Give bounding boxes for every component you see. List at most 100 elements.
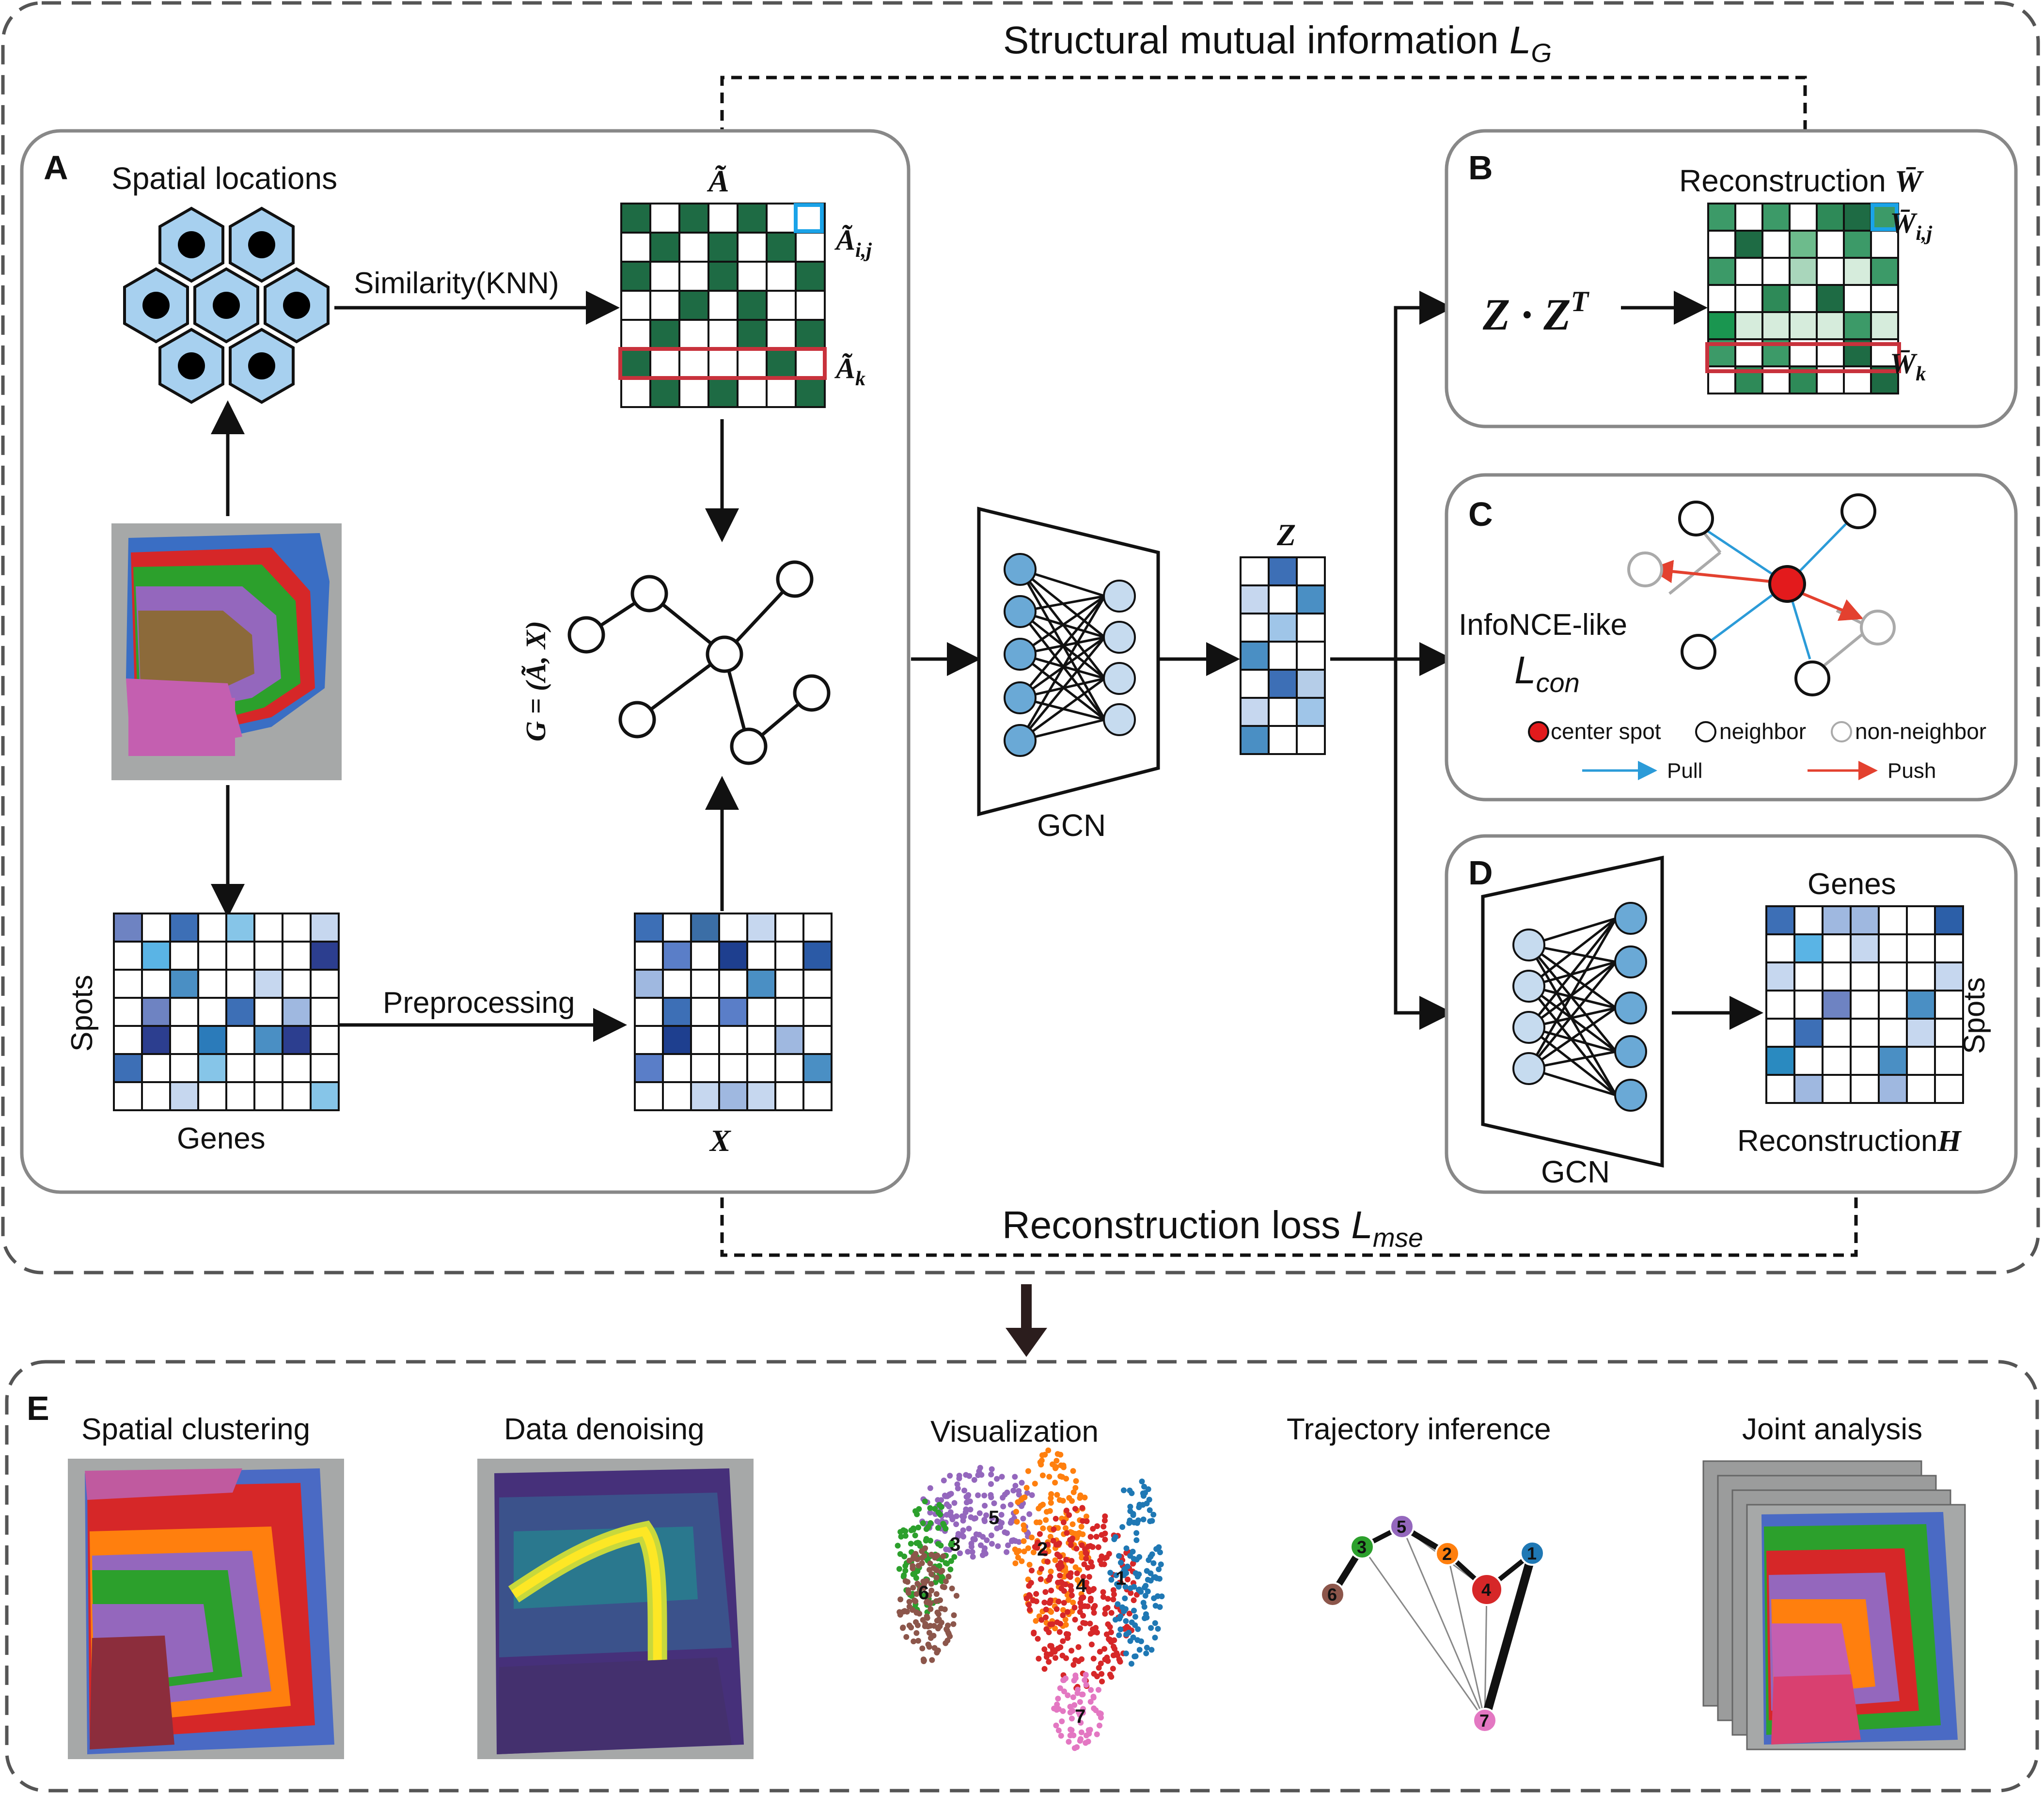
umap-point xyxy=(1049,1621,1055,1627)
umap-point xyxy=(1069,1648,1074,1654)
umap-point xyxy=(1063,1631,1069,1637)
expression-cell xyxy=(113,1053,143,1083)
z-cell xyxy=(1268,613,1298,643)
umap-point xyxy=(1136,1647,1143,1653)
umap-point xyxy=(988,1481,994,1487)
umap-point xyxy=(1101,1524,1107,1530)
z-cell xyxy=(1268,669,1298,699)
umap-point xyxy=(966,1473,973,1479)
umap-point xyxy=(1117,1626,1124,1633)
x-cell xyxy=(690,1081,720,1111)
umap-point xyxy=(911,1638,917,1644)
z-cell xyxy=(1296,669,1326,699)
gcn-node-in xyxy=(1512,1052,1545,1085)
z-cell xyxy=(1268,556,1298,586)
umap-point xyxy=(934,1618,940,1624)
h-cell xyxy=(1878,990,1908,1020)
umap-point xyxy=(1095,1544,1101,1550)
umap-point xyxy=(1092,1603,1098,1609)
umap-point xyxy=(1073,1545,1080,1552)
expression-matrix xyxy=(113,913,340,1111)
adjacency-cell xyxy=(620,348,651,379)
umap-point xyxy=(1096,1665,1102,1671)
x-cell xyxy=(718,1053,748,1083)
umap-point xyxy=(1079,1542,1085,1548)
umap-point xyxy=(1138,1638,1144,1644)
umap-point xyxy=(928,1600,934,1606)
umap-point xyxy=(936,1502,943,1508)
z-cell xyxy=(1296,697,1326,727)
umap-point xyxy=(935,1647,941,1653)
umap-point xyxy=(991,1500,997,1506)
umap-point xyxy=(1113,1572,1119,1578)
w-cell xyxy=(1707,284,1736,313)
h-cell xyxy=(1765,933,1795,963)
umap-point xyxy=(1087,1595,1094,1602)
umap-point xyxy=(1007,1502,1014,1508)
h-cell xyxy=(1850,905,1880,935)
umap-point xyxy=(938,1543,944,1549)
umap-point xyxy=(1132,1614,1138,1620)
umap-point xyxy=(1054,1492,1060,1498)
umap-point xyxy=(1029,1567,1035,1574)
x-cell xyxy=(774,913,804,943)
trajectory-node xyxy=(1320,1582,1345,1607)
umap-point xyxy=(1066,1495,1072,1501)
umap-point xyxy=(949,1585,955,1591)
umap-point xyxy=(1064,1530,1070,1536)
adjacency-cell xyxy=(649,232,680,263)
umap-point xyxy=(1079,1579,1085,1586)
adjacency-cell xyxy=(678,203,709,234)
umap-point xyxy=(1112,1617,1118,1623)
bottom-loss-connector xyxy=(720,1180,1858,1257)
adjacency-cell xyxy=(737,319,768,350)
hex-spot-center xyxy=(213,292,240,319)
umap-point xyxy=(1154,1593,1161,1599)
umap-point xyxy=(948,1491,954,1497)
umap-point xyxy=(1126,1610,1132,1617)
umap-point xyxy=(1141,1483,1147,1490)
umap-cluster-label: 5 xyxy=(989,1507,999,1528)
x-cell xyxy=(718,1081,748,1111)
umap-point xyxy=(1034,1541,1040,1547)
umap-point xyxy=(1069,1521,1076,1527)
trajectory-node-label: 1 xyxy=(1527,1543,1537,1563)
umap-point xyxy=(1079,1656,1085,1662)
h-cell xyxy=(1850,961,1880,992)
umap-point xyxy=(905,1590,912,1596)
adjacency-cell xyxy=(649,377,680,408)
trajectory-node xyxy=(1389,1514,1415,1539)
umap-point xyxy=(1076,1530,1083,1536)
gcn-edge xyxy=(1528,1007,1617,1070)
expression-cell xyxy=(282,997,312,1027)
h-cell xyxy=(1934,933,1964,963)
reconstruction-w-matrix xyxy=(1705,203,1901,394)
umap-point xyxy=(1159,1593,1165,1600)
expression-cell xyxy=(253,969,283,999)
umap-point xyxy=(1052,1480,1058,1486)
umap-point xyxy=(943,1512,950,1518)
gcn-node-in xyxy=(1004,595,1037,628)
umap-point xyxy=(994,1525,1000,1531)
gcn-edge xyxy=(1019,595,1106,699)
umap-point xyxy=(1058,1732,1064,1739)
umap-point xyxy=(1052,1557,1058,1563)
umap-point xyxy=(1140,1516,1147,1523)
h-cell xyxy=(1765,1074,1795,1104)
umap-point xyxy=(1121,1608,1127,1614)
umap-point xyxy=(1115,1601,1121,1607)
x-cell xyxy=(718,913,748,943)
z-cell xyxy=(1268,725,1298,755)
umap-point xyxy=(963,1499,970,1506)
umap-point xyxy=(927,1505,933,1511)
umap-point xyxy=(1064,1609,1070,1615)
umap-point xyxy=(1012,1474,1018,1480)
umap-point xyxy=(988,1471,994,1478)
x-cell xyxy=(690,997,720,1027)
gcn-node-out xyxy=(1614,902,1647,935)
gcn-node-out xyxy=(1614,1035,1647,1068)
umap-point xyxy=(1150,1560,1157,1566)
infonce-label: InfoNCE-like xyxy=(1459,608,1627,642)
a-ij-highlight xyxy=(794,203,824,233)
umap-point xyxy=(912,1598,919,1605)
